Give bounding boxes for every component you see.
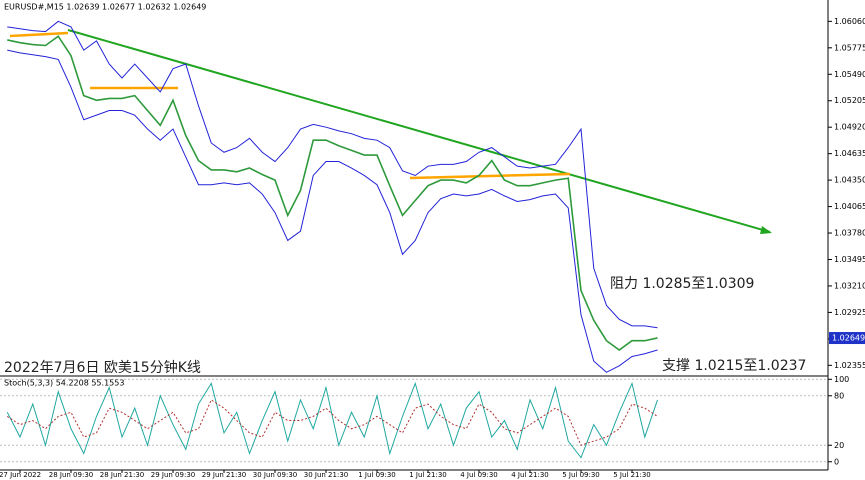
- y-tick-label: 80: [834, 391, 844, 400]
- series-line: [6, 381, 658, 459]
- resistance-line: [409, 172, 571, 180]
- series-line: [6, 399, 658, 446]
- annotation: 2022年7月6日 欧美15分钟K线: [4, 359, 201, 376]
- series-line: [7, 35, 658, 351]
- annotation: 支撑 1.0215至1.0237: [662, 358, 806, 374]
- indicator-title: Stoch(5,3,3) 54.2208 55.1553: [4, 379, 124, 388]
- y-tick-label: 1.04635: [834, 149, 865, 158]
- x-tick-label: 30 Jun 09:30: [253, 471, 297, 479]
- trend-line: [67, 29, 771, 233]
- x-tick-label: 1 Jul 09:30: [358, 471, 396, 479]
- x-tick-label: 5 Jul 21:30: [613, 471, 651, 479]
- price-box: [829, 332, 865, 345]
- y-tick-label: 1.04350: [834, 176, 865, 185]
- price-label: 1.02649: [832, 334, 865, 343]
- x-tick-label: 30 Jun 21:30: [304, 471, 348, 479]
- series-line: [7, 49, 658, 373]
- series-line: [7, 20, 658, 329]
- x-tick-label: 29 Jun 21:30: [202, 471, 246, 479]
- y-tick-label: 1.03495: [834, 255, 865, 264]
- plot-bg: [0, 0, 828, 470]
- x-tick-label: 27 Jun 2022: [0, 471, 41, 479]
- y-tick-label: 1.02355: [834, 361, 865, 370]
- x-tick-label: 29 Jun 09:30: [151, 471, 195, 479]
- y-tick-label: 1.05205: [834, 96, 865, 105]
- y-tick-label: 1.04065: [834, 202, 865, 211]
- y-tick-label: 1.03780: [834, 229, 865, 238]
- x-tick-label: 28 Jun 09:30: [49, 471, 93, 479]
- y-tick-label: 1.03210: [834, 281, 865, 290]
- resistance-line: [9, 31, 69, 38]
- y-tick-label: 0: [834, 457, 839, 466]
- trend-arrow: [760, 226, 772, 234]
- y-tick-label: 100: [834, 375, 849, 384]
- x-tick-label: 4 Jul 21:30: [511, 471, 549, 479]
- x-tick-label: 28 Jun 21:30: [100, 471, 144, 479]
- x-tick-label: 1 Jul 21:30: [409, 471, 447, 479]
- chart-title: EURUSD#,M15 1.02639 1.02677 1.02632 1.02…: [4, 3, 206, 12]
- y-tick-label: 1.02925: [834, 308, 865, 317]
- annotation: 阻力 1.0285至1.0309: [610, 276, 754, 292]
- y-tick-label: 1.05775: [834, 43, 865, 52]
- y-tick-label: 1.05490: [834, 70, 865, 79]
- y-tick-label: 1.04920: [834, 123, 865, 132]
- x-tick-label: 5 Jul 09:30: [562, 471, 600, 479]
- y-tick-label: 20: [834, 441, 844, 450]
- x-tick-label: 4 Jul 09:30: [460, 471, 498, 479]
- y-tick-label: 1.06060: [834, 17, 865, 26]
